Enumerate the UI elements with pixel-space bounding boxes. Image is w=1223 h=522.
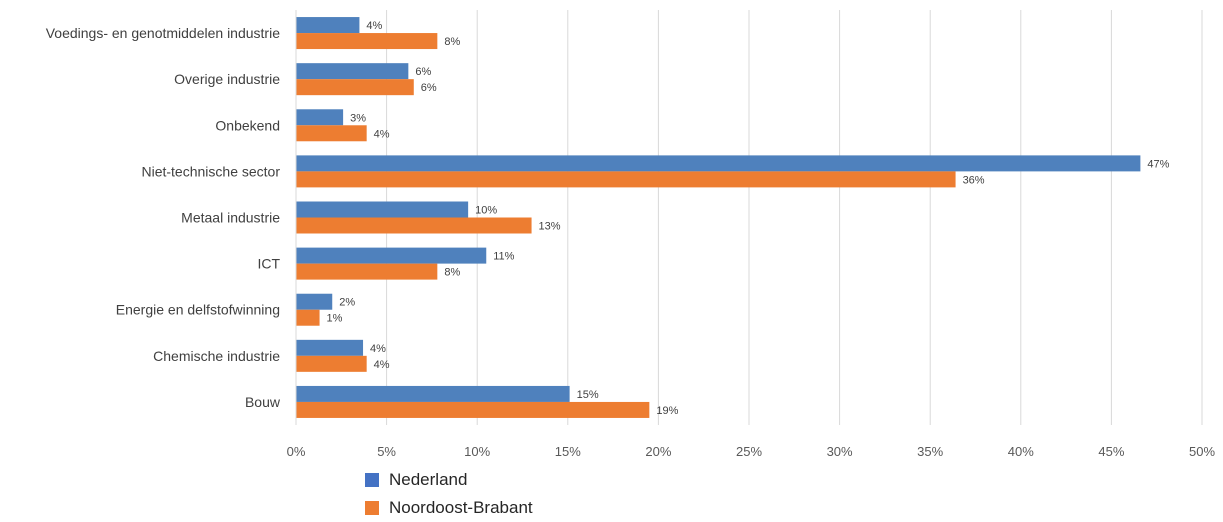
category-label-niet-technische-sector: Niet-technische sector <box>141 163 280 179</box>
x-tick-label: 15% <box>555 444 581 459</box>
data-labels: 4% 8% 6% 6% 3% 4% 47% 36% 10% 13% 11% 8% 2% 1% 4% 4% 15%… <box>327 20 1170 417</box>
x-tick-label: 30% <box>827 444 853 459</box>
bars <box>296 17 1141 418</box>
data-label-noordoost-brabant-ict: 8% <box>444 267 460 279</box>
data-label-nederland-ict: 11% <box>493 251 514 263</box>
bar-noordoost-brabant-bouw <box>296 401 650 418</box>
data-label-noordoost-brabant-chemische-industrie: 4% <box>374 359 390 371</box>
legend: Nederland Noordoost-Brabant <box>365 466 533 522</box>
x-tick-label: 5% <box>377 444 396 459</box>
data-label-noordoost-brabant-voedings-en-genotmiddelen-industrie: 8% <box>444 36 460 48</box>
x-tick-label: 50% <box>1189 444 1215 459</box>
data-label-nederland-overige-industrie: 6% <box>415 66 431 78</box>
legend-label-nederland: Nederland <box>389 470 468 489</box>
category-label-energie-en-delfstofwinning: Energie en delfstofwinning <box>116 302 280 318</box>
bar-nederland-onbekend <box>296 109 344 126</box>
x-tick-label: 35% <box>917 444 943 459</box>
bar-noordoost-brabant-niet-technische-sector <box>296 171 956 188</box>
bar-noordoost-brabant-metaal-industrie <box>296 217 532 234</box>
category-label-voedings-en-genotmiddelen-industrie: Voedings- en genotmiddelen industrie <box>46 25 280 41</box>
bar-nederland-ict <box>296 247 487 264</box>
legend-item-noordoost-brabant: Noordoost-Brabant <box>365 494 533 522</box>
x-tick-labels: 0% 5% 10% 15% 20% 25% 30% 35% 40% 45% 50% <box>287 444 1216 459</box>
data-label-nederland-energie-en-delfstofwinning: 2% <box>339 297 355 309</box>
bar-nederland-chemische-industrie <box>296 339 364 356</box>
category-label-bouw: Bouw <box>245 394 281 410</box>
bar-nederland-voedings-en-genotmiddelen-industrie <box>296 17 360 34</box>
data-label-noordoost-brabant-energie-en-delfstofwinning: 1% <box>327 313 343 325</box>
x-tick-label: 10% <box>464 444 490 459</box>
bar-noordoost-brabant-voedings-en-genotmiddelen-industrie <box>296 33 438 50</box>
bar-nederland-bouw <box>296 385 570 402</box>
category-label-chemische-industrie: Chemische industrie <box>153 348 280 364</box>
data-label-noordoost-brabant-overige-industrie: 6% <box>421 82 437 94</box>
legend-label-noordoost-brabant: Noordoost-Brabant <box>389 498 533 517</box>
bar-noordoost-brabant-ict <box>296 263 438 280</box>
bar-nederland-overige-industrie <box>296 63 409 80</box>
x-tick-label: 20% <box>645 444 671 459</box>
bar-noordoost-brabant-energie-en-delfstofwinning <box>296 309 320 326</box>
category-label-onbekend: Onbekend <box>215 117 280 133</box>
data-label-noordoost-brabant-niet-technische-sector: 36% <box>963 174 985 186</box>
category-label-overige-industrie: Overige industrie <box>174 71 280 87</box>
data-label-nederland-onbekend: 3% <box>350 112 366 124</box>
gridlines <box>386 10 1203 425</box>
bar-nederland-metaal-industrie <box>296 201 469 218</box>
bar-noordoost-brabant-chemische-industrie <box>296 355 367 372</box>
x-tick-label: 0% <box>287 444 306 459</box>
bar-noordoost-brabant-overige-industrie <box>296 79 414 96</box>
data-label-nederland-voedings-en-genotmiddelen-industrie: 4% <box>366 20 382 32</box>
data-label-nederland-chemische-industrie: 4% <box>370 343 386 355</box>
x-tick-label: 25% <box>736 444 762 459</box>
x-tick-label: 40% <box>1008 444 1034 459</box>
data-label-nederland-metaal-industrie: 10% <box>475 205 497 217</box>
legend-swatch-nederland <box>365 473 379 487</box>
category-label-ict: ICT <box>257 256 280 272</box>
legend-item-nederland: Nederland <box>365 466 533 494</box>
x-tick-label: 45% <box>1098 444 1124 459</box>
legend-swatch-noordoost-brabant <box>365 501 379 515</box>
bar-noordoost-brabant-onbekend <box>296 125 367 142</box>
data-label-noordoost-brabant-onbekend: 4% <box>374 128 390 140</box>
category-labels: Voedings- en genotmiddelen industrie Over… <box>46 25 281 410</box>
category-label-metaal-industrie: Metaal industrie <box>181 210 280 226</box>
bar-nederland-energie-en-delfstofwinning <box>296 293 333 310</box>
data-label-nederland-niet-technische-sector: 47% <box>1147 158 1169 170</box>
data-label-noordoost-brabant-bouw: 19% <box>656 405 678 417</box>
bar-nederland-niet-technische-sector <box>296 155 1141 172</box>
data-label-nederland-bouw: 15% <box>577 389 599 401</box>
data-label-noordoost-brabant-metaal-industrie: 13% <box>539 221 561 233</box>
